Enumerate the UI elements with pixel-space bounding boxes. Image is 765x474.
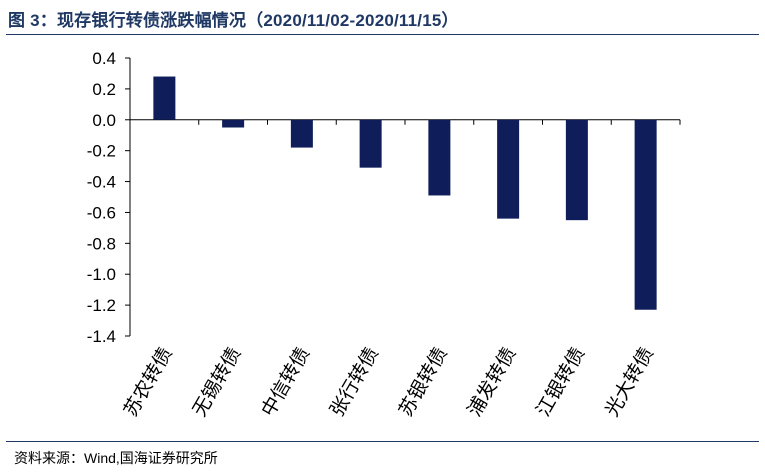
bar-3: [290, 119, 313, 148]
title-divider: [6, 34, 759, 35]
chart-title: 图 3：现存银行转债涨跌幅情况（2020/11/02-2020/11/15）: [8, 11, 459, 30]
bar-8: [634, 119, 657, 310]
bar-2: [222, 119, 245, 128]
source-divider: [6, 441, 759, 442]
y-tick-label: 0.4: [92, 49, 116, 68]
x-category-label: 光大转债: [601, 344, 658, 421]
source-note: 资料来源：Wind,国海证券研究所: [14, 450, 218, 466]
x-category-label: 无锡转债: [188, 344, 245, 421]
y-tick-label: 0.2: [92, 80, 116, 99]
bar-7: [565, 119, 588, 221]
y-tick-label: -1.2: [87, 296, 116, 315]
bar-6: [497, 119, 520, 219]
x-category-label: 张行转债: [326, 344, 383, 421]
y-tick-label: 0.0: [92, 111, 116, 130]
y-tick-label: -0.2: [87, 142, 116, 161]
x-category-label: 中信转债: [257, 344, 314, 421]
y-tick-label: -1.4: [87, 327, 116, 346]
bar-4: [359, 119, 382, 168]
y-tick-label: -1.0: [87, 265, 116, 284]
y-tick-label: -0.4: [87, 173, 116, 192]
y-tick-label: -0.8: [87, 234, 116, 253]
x-category-label: 苏农转债: [120, 344, 177, 421]
x-category-label: 江银转债: [532, 344, 589, 421]
x-category-label: 苏银转债: [395, 344, 452, 421]
y-tick-label: -0.6: [87, 203, 116, 222]
bar-5: [428, 119, 451, 196]
x-category-label: 浦发转债: [463, 344, 520, 421]
bar-1: [153, 76, 176, 120]
